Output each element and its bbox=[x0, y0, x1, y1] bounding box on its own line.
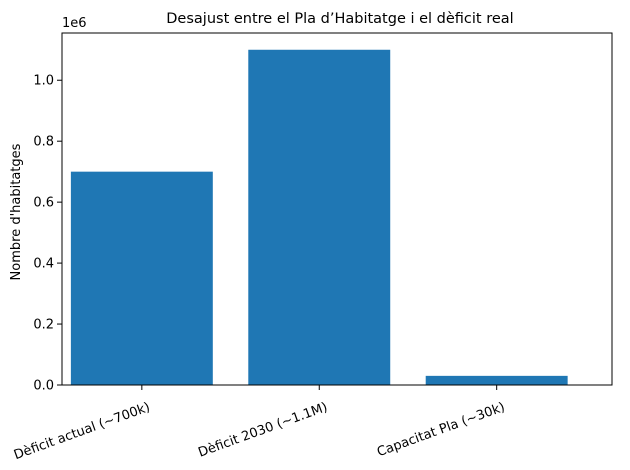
y-axis: 0.0 0.2 0.4 0.6 0.8 1.0 bbox=[33, 74, 62, 394]
x-tick-label: Capacitat Pla (~30k) bbox=[375, 400, 507, 460]
bar-2 bbox=[426, 376, 568, 385]
y-tick-label: 1.0 bbox=[33, 74, 54, 89]
y-tick-label: 0.4 bbox=[33, 257, 54, 272]
y-tick-label: 0.6 bbox=[33, 196, 54, 211]
y-axis-label: Nombre d'habitatges bbox=[9, 143, 24, 280]
x-tick-label: Dèficit 2030 (~1.1M) bbox=[196, 400, 329, 461]
x-tick-label: Dèficit actual (~700k) bbox=[12, 400, 152, 463]
y-tick-label: 0.0 bbox=[33, 379, 54, 394]
y-tick-label: 0.8 bbox=[33, 135, 54, 150]
y-axis-offset-label: 1e6 bbox=[62, 16, 87, 31]
bar-1 bbox=[248, 50, 390, 385]
bar-0 bbox=[71, 172, 213, 385]
x-axis: Dèficit actual (~700k) Dèficit 2030 (~1.1… bbox=[12, 385, 507, 463]
y-tick-label: 0.2 bbox=[33, 318, 54, 333]
chart-title: Desajust entre el Pla d’Habitatge i el d… bbox=[166, 11, 513, 27]
bars-group bbox=[71, 50, 568, 385]
